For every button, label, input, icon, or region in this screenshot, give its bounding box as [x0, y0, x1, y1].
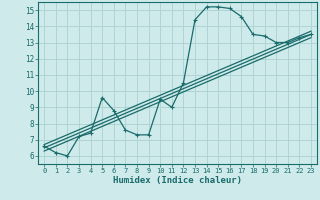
X-axis label: Humidex (Indice chaleur): Humidex (Indice chaleur): [113, 176, 242, 185]
